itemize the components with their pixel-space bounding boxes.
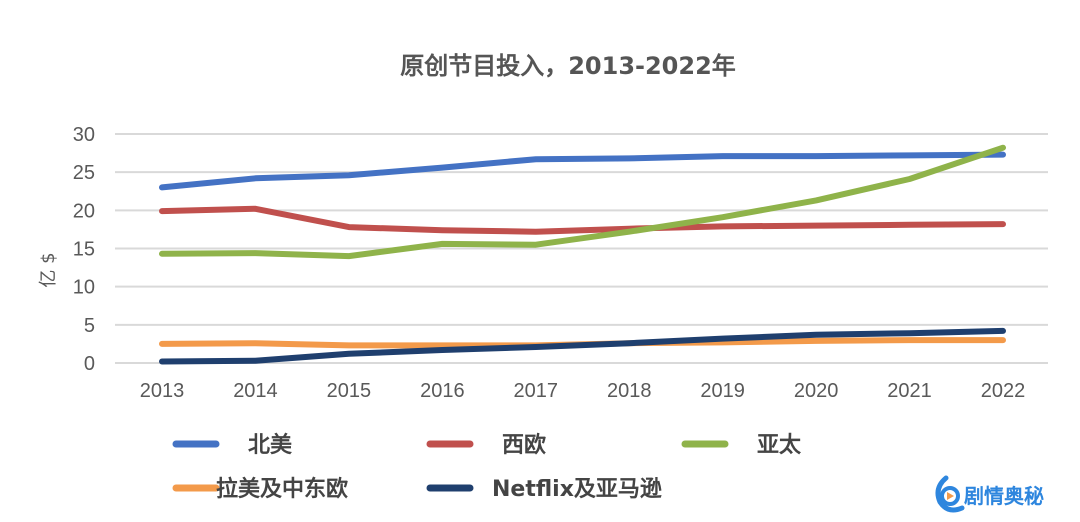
x-tick-label: 2015 xyxy=(327,380,372,402)
watermark-logo-icon xyxy=(935,475,965,513)
x-tick-label: 2017 xyxy=(514,380,559,402)
watermark-text: 剧情奥秘 xyxy=(964,484,1044,508)
legend-item: 北美 xyxy=(172,432,293,458)
y-tick-label: 10 xyxy=(73,277,95,299)
x-tick-label: 2022 xyxy=(981,380,1026,402)
x-axis-ticks: 2013 2014 2015 2016 2017 2018 2019 2020 2021 2022 xyxy=(140,380,1026,402)
series-line-2 xyxy=(159,144,1006,260)
y-axis-ticks: 0 5 10 15 20 25 30 xyxy=(73,124,95,375)
x-tick-label: 2018 xyxy=(607,380,652,402)
legend-label: 西欧 xyxy=(502,432,546,458)
legend-label: Netflix及亚马逊 xyxy=(492,477,662,502)
y-tick-label: 25 xyxy=(73,162,95,184)
series-line-0 xyxy=(159,151,1006,191)
y-tick-label: 20 xyxy=(73,200,95,222)
y-tick-label: 5 xyxy=(84,315,95,337)
x-tick-label: 2016 xyxy=(420,380,465,402)
gridlines xyxy=(115,133,1048,364)
y-tick-label: 30 xyxy=(73,124,95,146)
legend-item: 拉美及中东欧 xyxy=(172,476,348,502)
x-tick-label: 2014 xyxy=(233,380,278,402)
x-tick-label: 2021 xyxy=(887,380,932,402)
y-tick-label: 0 xyxy=(84,353,95,375)
legend-item: 西欧 xyxy=(426,432,546,458)
watermark: 剧情奥秘 xyxy=(935,475,1044,513)
legend-label: 北美 xyxy=(248,432,293,458)
series-lines xyxy=(159,144,1006,365)
legend-item: Netflix及亚马逊 xyxy=(426,477,662,502)
x-tick-label: 2019 xyxy=(700,380,745,402)
x-tick-label: 2020 xyxy=(794,380,839,402)
series-line-4 xyxy=(159,327,1006,365)
legend-item: 亚太 xyxy=(681,433,802,458)
series-line-1 xyxy=(159,205,1006,235)
y-tick-label: 15 xyxy=(73,239,95,261)
legend-label: 拉美及中东欧 xyxy=(216,476,348,502)
x-tick-label: 2013 xyxy=(140,380,185,402)
legend-label: 亚太 xyxy=(757,433,802,458)
chart-title: 原创节目投入，2013-2022年 xyxy=(400,52,736,80)
y-axis-label: 亿 $ xyxy=(38,252,59,287)
